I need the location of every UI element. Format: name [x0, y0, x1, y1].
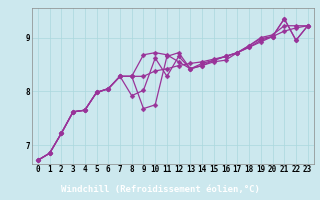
Text: Windchill (Refroidissement éolien,°C): Windchill (Refroidissement éolien,°C) — [60, 185, 260, 194]
